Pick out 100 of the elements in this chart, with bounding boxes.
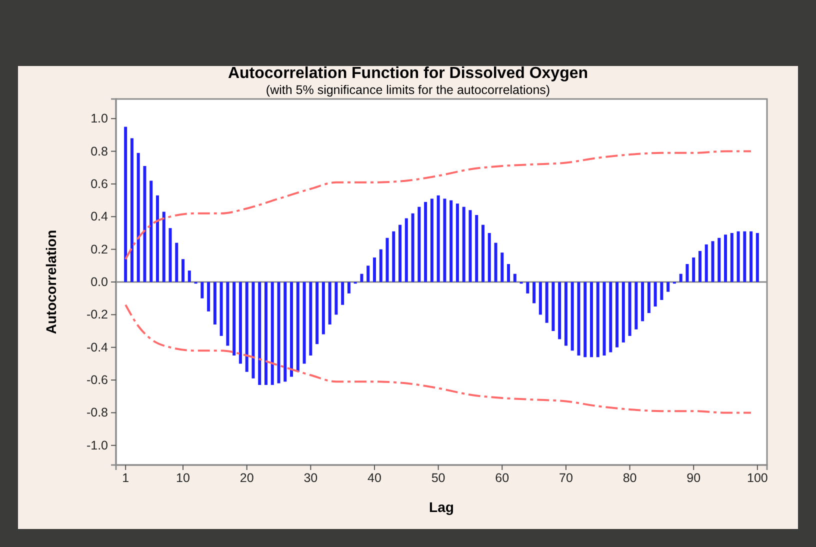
bar: [609, 282, 612, 352]
x-tick-label: 70: [559, 470, 573, 485]
bar: [450, 200, 453, 282]
bar: [654, 282, 657, 307]
x-tick-label: 90: [686, 470, 701, 485]
bar: [736, 231, 740, 282]
bar: [513, 274, 516, 282]
bar: [436, 195, 440, 282]
bar: [475, 215, 478, 282]
bar: [379, 249, 382, 282]
bar: [507, 264, 510, 282]
bar: [698, 250, 702, 282]
x-tick-label: 10: [176, 470, 190, 485]
x-tick-label: 100: [746, 470, 768, 485]
chart-subtitle: (with 5% significance limits for the autocorrelations): [266, 83, 550, 97]
bar: [372, 257, 376, 282]
x-tick-label: 20: [240, 470, 254, 485]
bar: [577, 282, 580, 356]
bar: [584, 282, 587, 358]
bar: [468, 210, 472, 282]
bar: [156, 195, 159, 282]
x-tick-label: 50: [431, 470, 446, 485]
y-axis-title: Autocorrelation: [43, 230, 59, 334]
bar: [570, 282, 574, 351]
bar: [602, 282, 606, 356]
y-tick-label: -0.8: [86, 406, 108, 420]
bar: [545, 282, 548, 323]
y-tick-label: 0.2: [90, 242, 108, 256]
x-tick-label: 80: [622, 470, 637, 485]
bar: [334, 282, 338, 315]
bar: [207, 282, 210, 312]
bar: [264, 282, 268, 385]
bar: [443, 198, 446, 282]
bar: [296, 282, 300, 372]
y-tick-label: 0.6: [90, 176, 108, 191]
bar: [309, 282, 312, 356]
bar: [532, 282, 536, 304]
bar: [252, 282, 255, 378]
x-tick-label: 60: [495, 470, 510, 485]
bar: [430, 198, 434, 282]
bar: [647, 282, 650, 314]
bar: [622, 282, 625, 342]
line-series: [124, 150, 752, 260]
y-tick-label: -0.2: [86, 308, 108, 322]
bar: [679, 274, 682, 282]
bar: [136, 152, 140, 282]
bar: [150, 180, 153, 282]
bar: [200, 282, 204, 298]
bar: [213, 282, 216, 324]
bar: [322, 282, 325, 334]
bar: [284, 282, 287, 382]
y-tick-label: 0.8: [90, 144, 108, 158]
bar: [418, 206, 421, 282]
bar: [718, 238, 721, 282]
bar: [711, 241, 714, 282]
bar: [660, 282, 664, 300]
bar: [290, 282, 294, 377]
bar: [124, 126, 128, 282]
bar: [538, 282, 542, 315]
bar: [182, 259, 185, 282]
bar: [552, 282, 555, 332]
bar: [258, 282, 262, 385]
bar: [226, 282, 230, 346]
bar: [347, 282, 350, 294]
y-tick-label: -0.6: [86, 373, 108, 388]
x-axis-title: Lag: [429, 499, 454, 515]
bar: [590, 282, 593, 358]
bar: [245, 282, 248, 372]
bar: [328, 282, 332, 324]
bar: [641, 282, 644, 322]
bar: [277, 282, 280, 384]
bar: [724, 234, 728, 282]
bar: [628, 282, 632, 336]
bar: [488, 232, 491, 282]
bar: [341, 282, 344, 305]
bar: [220, 282, 223, 336]
bar: [481, 224, 484, 282]
bar: [462, 206, 466, 282]
bar: [270, 282, 274, 385]
bar: [558, 282, 562, 340]
x-tick-label: 30: [304, 470, 318, 485]
y-tick-label: -0.4: [86, 340, 108, 354]
bar: [360, 274, 364, 282]
bar: [692, 257, 696, 282]
bar: [666, 282, 670, 292]
bar: [526, 282, 530, 294]
bar: [143, 166, 146, 282]
bar: [404, 218, 408, 282]
bar: [730, 232, 734, 282]
x-tick-label: 40: [368, 470, 382, 485]
bar: [596, 282, 600, 358]
bar: [188, 270, 191, 282]
line-series: [124, 304, 752, 414]
bar: [564, 282, 568, 346]
bar: [743, 231, 746, 282]
bar: [456, 204, 459, 282]
bar: [756, 232, 759, 282]
bar: [398, 224, 402, 282]
bar: [494, 242, 498, 282]
bar: [634, 282, 638, 330]
